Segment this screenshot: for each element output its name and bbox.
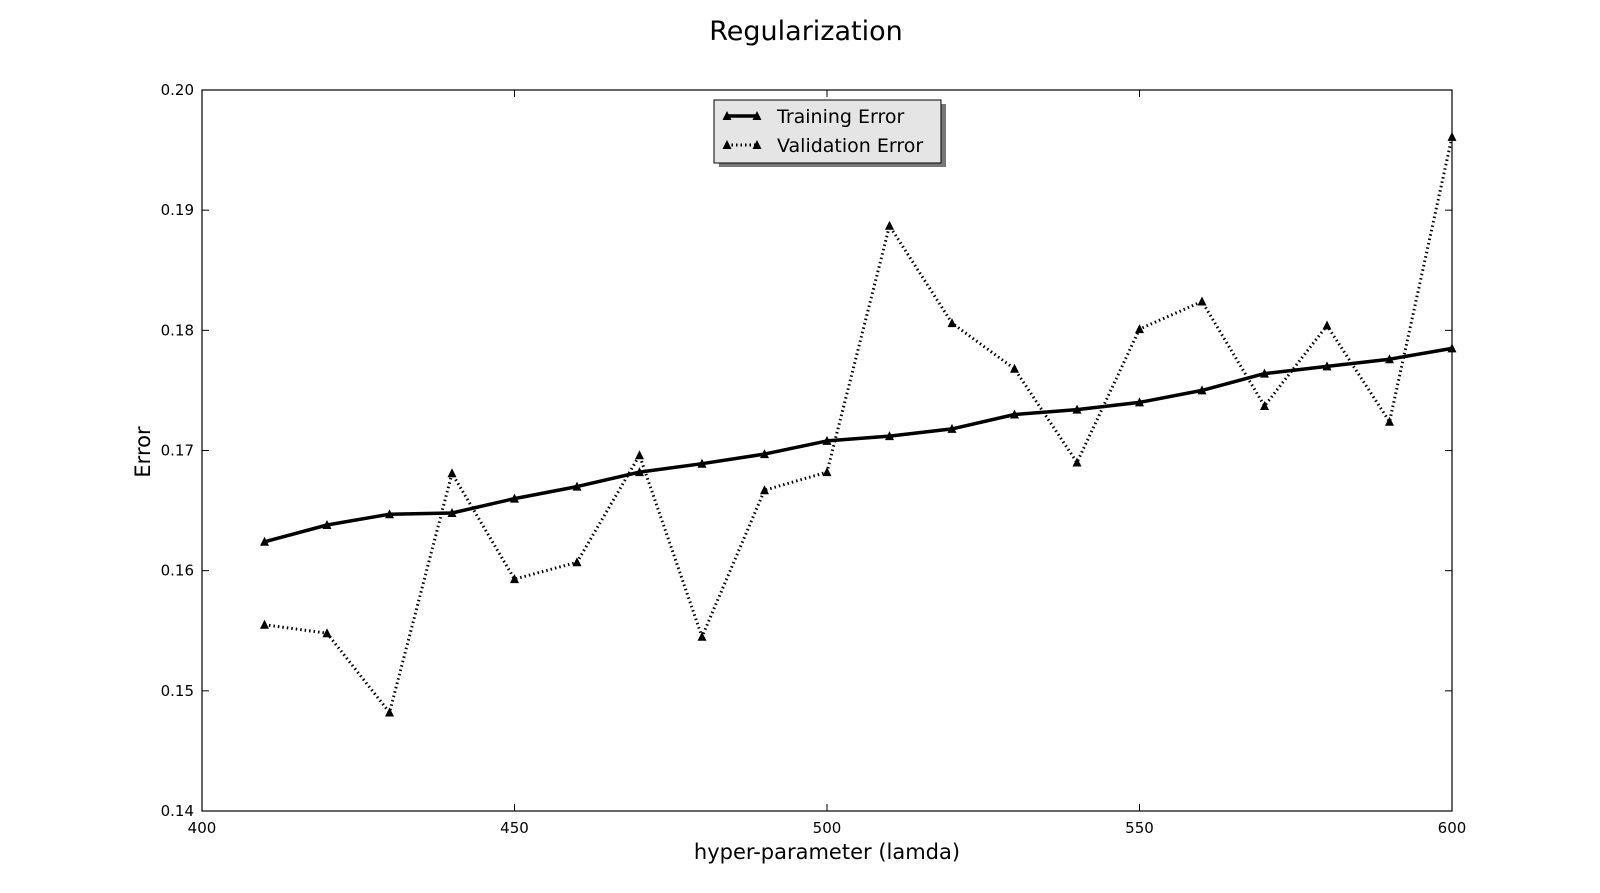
y-axis-label: Error [131,426,155,478]
data-point-training-error [1447,343,1457,353]
data-point-training-error [447,508,457,517]
data-point-validation-error [1072,457,1082,467]
data-point-validation-error [510,574,519,584]
data-point-validation-error [822,467,832,477]
y-tick-label: 0.19 [161,201,194,219]
data-point-validation-error [572,557,582,567]
data-point-training-error [697,458,707,468]
data-point-training-error [1385,354,1394,364]
legend-label-training: Training Error [776,106,905,128]
x-tick-label: 450 [500,819,529,837]
x-tick-label: 500 [813,819,842,837]
data-point-training-error [1135,397,1144,407]
data-point-training-error [885,431,894,441]
data-point-training-error [760,449,769,459]
data-point-validation-error [322,628,332,638]
series-line-training-error [264,346,1453,544]
data-point-validation-error [1260,401,1269,410]
data-point-validation-error [1322,320,1332,330]
data-point-validation-error [1135,324,1144,334]
data-point-training-error [947,423,957,433]
data-point-validation-error [385,707,394,717]
data-point-validation-error [885,220,894,230]
series-layer [260,131,1457,717]
data-point-validation-error [1010,363,1019,373]
data-point-validation-error [697,631,707,641]
y-tick-label: 0.16 [161,562,194,580]
data-point-validation-error [1197,296,1207,306]
data-point-training-error [1010,409,1019,419]
data-point-training-error [572,481,582,491]
x-tick-label: 400 [188,819,217,837]
data-point-training-error [635,467,644,477]
y-tick-label: 0.15 [161,682,194,700]
data-point-training-error [1072,404,1082,414]
legend-box [713,99,942,164]
data-point-training-error [1197,385,1207,395]
data-point-training-error [822,435,832,445]
data-point-training-error [260,536,269,546]
x-tick-label: 550 [1125,819,1154,837]
data-point-validation-error [447,468,457,478]
data-point-validation-error [760,485,769,495]
legend-marker-training-left [722,111,732,120]
legend-marker-validation-left [722,140,732,149]
data-point-validation-error [635,450,644,460]
data-point-validation-error [947,318,957,328]
data-point-validation-error [260,619,269,629]
data-point-training-error [1322,361,1332,371]
y-axis-ticks: 0.14 0.15 0.16 0.17 0.18 0.19 0.20 [161,81,1452,820]
y-tick-label: 0.14 [161,802,194,820]
data-point-validation-error [1385,416,1394,426]
legend-marker-training-right [752,111,762,120]
y-tick-label: 0.20 [161,81,194,99]
chart-title: Regularization [709,16,903,47]
x-tick-label: 600 [1438,819,1467,837]
y-tick-label: 0.17 [161,442,194,460]
data-point-validation-error [1447,131,1457,141]
series-line-validation-error [264,136,1454,714]
legend-marker-validation-right [752,140,762,149]
y-tick-label: 0.18 [161,321,194,339]
legend-label-validation: Validation Error [777,135,923,157]
data-point-training-error [385,509,394,519]
data-point-training-error [1260,368,1269,378]
x-axis-label: hyper-parameter (lamda) [694,840,960,864]
plot-area-frame [201,89,1453,812]
legend: Training Error Validation Error [713,99,946,167]
data-point-training-error [510,493,519,503]
data-point-training-error [322,520,332,529]
x-axis-ticks: 400 450 500 550 600 [188,90,1467,837]
